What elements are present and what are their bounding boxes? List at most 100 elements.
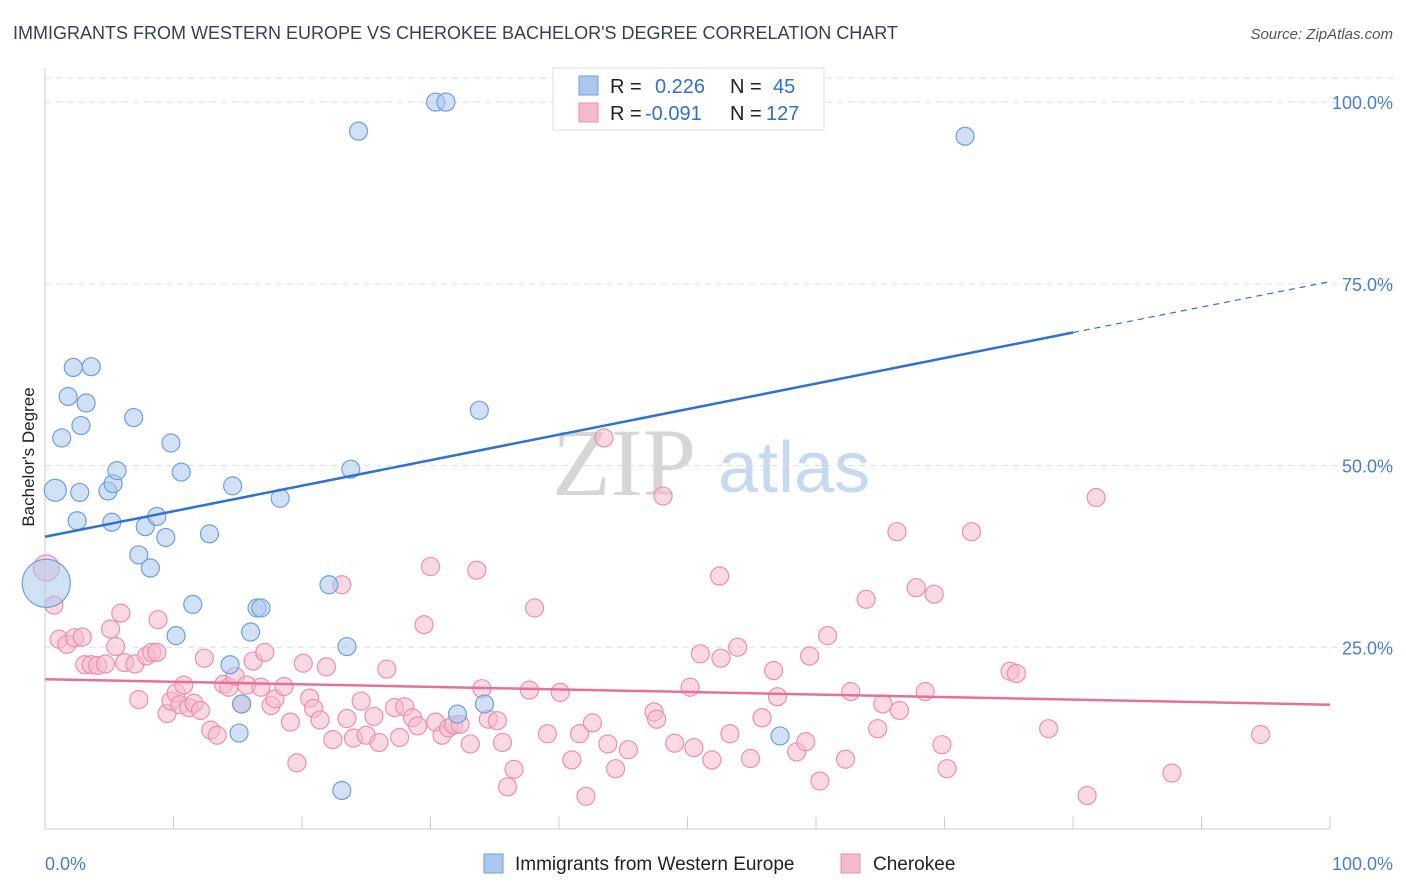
cherokee-point [710,566,730,586]
western-europe-point [337,636,357,657]
cherokee-point [524,598,545,618]
cherokee-point [414,615,434,635]
cherokee-point [740,748,761,769]
cherokee-point [1077,785,1097,806]
cherokee-point [653,486,673,506]
cherokee-point [752,708,772,728]
western-europe-point [71,415,91,436]
western-europe-point [955,126,975,146]
tick-labels: 25.0% 50.0% 75.0% 100.0% 0.0% 100.0% [45,93,1393,874]
legend-r-label-1: R = [610,76,642,98]
trend-lines [44,281,1331,706]
cherokee-point [537,724,558,744]
western-europe-point [129,545,149,565]
cherokee-point [255,642,275,662]
cherokee-point [690,644,710,664]
cherokee-point [280,712,301,732]
western-europe-point [469,400,489,420]
cherokee-point [720,724,740,744]
western-europe-point [241,622,261,642]
western-europe-point [232,694,252,714]
cherokee-point [190,700,211,721]
cherokee-point [684,737,704,758]
series-legend: Immigrants from Western Europe Cherokee [483,853,955,875]
western-europe-point [52,428,72,448]
western-europe-point [447,704,468,724]
bottom-legend-label-cherokee: Cherokee [873,854,955,875]
cherokee-point [274,676,294,697]
western-europe-point [199,524,220,544]
x-tick-label: 0.0% [45,854,86,874]
cherokee-point [467,560,487,580]
western-europe-point [436,92,456,112]
western-europe-point [67,511,87,531]
cherokee-point [932,735,952,755]
western-europe-point [161,433,181,453]
y-tick-label: 100.0% [1332,93,1393,113]
y-tick-label: 75.0% [1342,275,1393,295]
cherokee-point [1251,724,1271,745]
cherokee-point [129,690,149,710]
western-europe-point [70,482,90,503]
cherokee-point [323,729,343,750]
western-europe-point [341,459,361,479]
western-europe-point [223,476,243,496]
western-europe-point [107,461,127,481]
cherokee-point [767,687,788,707]
cherokee-point [460,734,480,754]
legend-n-value-2: 127 [766,103,799,125]
cherokee-point [647,709,667,729]
cherokee-point [598,734,618,754]
cherokee-point [817,626,838,646]
western-europe-point [124,407,144,428]
cherokee-point [728,637,748,657]
western-europe-point [171,462,191,482]
cherokee-point [316,657,337,677]
cherokee-point [1038,719,1059,739]
correlation-legend: R = 0.226 N = 45 R = -0.091 N = 127 [552,67,825,131]
cherokee-point [364,706,384,726]
western-europe-point [474,694,495,714]
cherokee-point [550,682,570,702]
western-europe-point [319,575,339,595]
cherokee-point [147,642,167,662]
cherokee-point [702,750,722,770]
cherokee-point [961,522,982,542]
cherokee-point [100,619,121,639]
cherokee-point [889,700,910,721]
cherokee-trend-line [44,678,1331,706]
cherokee-point [594,428,614,448]
cherokee-point [95,654,115,674]
cherokee-point [337,708,357,729]
bottom-legend-swatch-pink [840,853,861,874]
cherokee-point [369,732,389,753]
western-europe-point [348,121,369,141]
cherokee-point [618,740,638,760]
cherokee-point [799,646,820,666]
cherokee-points [32,428,1271,806]
cherokee-point [408,716,428,736]
cherokee-point [498,777,518,797]
cherokee-point [569,724,590,744]
cherokee-point [207,725,227,745]
cherokee-point [111,603,131,623]
western-europe-point [21,558,71,608]
legend-n-label-1: N = [730,76,762,98]
western-europe-point [220,655,240,675]
x-tick-label: 100.0% [1332,854,1393,874]
cherokee-point [873,694,893,714]
watermark: ZIP atlas [552,409,870,516]
cherokee-point [504,759,524,779]
cherokee-point [287,753,307,773]
cherokee-point [810,771,830,791]
bottom-legend-label-western-europe: Immigrants from Western Europe [515,854,794,875]
legend-r-value-2: -0.091 [645,103,702,125]
y-tick-label: 50.0% [1342,457,1393,477]
cherokee-point [106,636,126,657]
western-europe-point [229,723,249,743]
cherokee-point [906,578,926,598]
western-europe-point [63,357,83,378]
legend-swatch-pink [578,102,599,123]
cherokee-point [420,556,441,577]
